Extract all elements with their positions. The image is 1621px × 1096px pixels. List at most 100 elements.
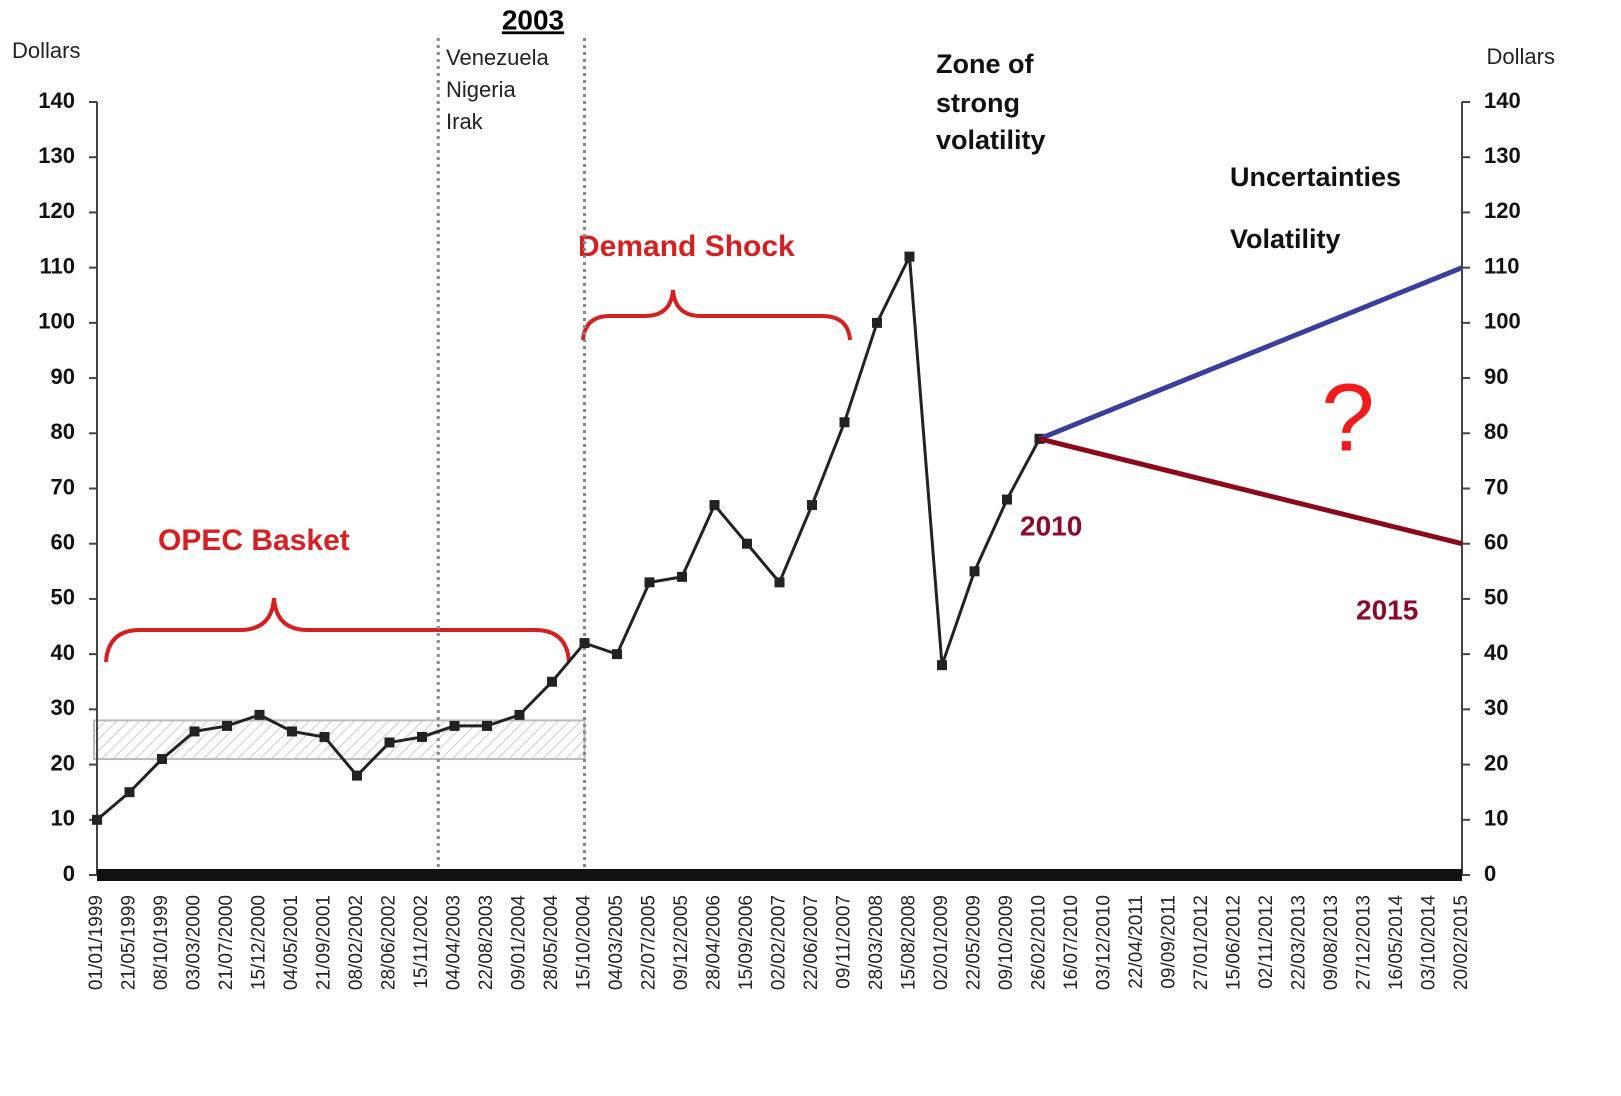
brace: [581, 289, 852, 341]
y2-tick-label: 10: [1484, 806, 1508, 831]
y-tick-label: 70: [51, 474, 75, 499]
point: [384, 737, 395, 748]
point: [482, 720, 492, 731]
x-tick-label: 15/09/2006: [736, 895, 757, 990]
point: [969, 566, 980, 577]
x-tick-label: 28/06/2002: [379, 895, 400, 990]
x-tick-label: 15/08/2008: [899, 895, 920, 990]
x-tick-label: 22/08/2003: [476, 895, 497, 990]
x-tick-label: 08/02/2002: [346, 895, 367, 990]
point: [709, 500, 720, 511]
series-line: [1038, 265, 1463, 442]
y2-tick-label: 70: [1484, 474, 1508, 499]
point: [937, 660, 947, 671]
series-line: [96, 251, 1041, 821]
legend-label: Volatility: [1230, 224, 1341, 254]
x-tick-label: 16/05/2014: [1386, 895, 1407, 991]
legend-label: OPEC Basket: [158, 524, 350, 557]
y2-tick-label: 20: [1484, 750, 1508, 775]
annotation: Irak: [446, 109, 484, 134]
x-tick-label: 15/11/2002: [411, 895, 432, 989]
x-tick-label: 22/05/2009: [964, 895, 985, 990]
point: [774, 577, 785, 588]
x-tick-label: 22/04/2011: [1126, 895, 1147, 989]
annotation: Zone of: [936, 49, 1034, 79]
y-tick-label: 130: [38, 143, 75, 168]
point: [872, 317, 882, 328]
legend-label: Uncertainties: [1230, 162, 1401, 192]
annotation: 2015: [1356, 594, 1418, 625]
x-tick-label: 03/12/2010: [1094, 895, 1115, 990]
x-tick-label: 04/04/2003: [444, 895, 465, 990]
y-tick-label: 20: [51, 750, 75, 775]
point: [222, 720, 232, 731]
annotation: volatility: [936, 125, 1046, 155]
point: [319, 731, 330, 742]
x-tick-label: 22/07/2005: [639, 895, 660, 990]
y2-tick-label: 0: [1484, 861, 1496, 886]
y2-axis-label: Dollars: [1487, 44, 1555, 69]
point: [157, 754, 167, 765]
point: [352, 770, 362, 781]
x-tick-label: 28/05/2004: [541, 895, 562, 991]
y-tick-label: 30: [51, 695, 75, 720]
x-tick-label: 09/01/2004: [509, 895, 530, 991]
y-tick-label: 120: [38, 198, 75, 223]
x-tick-label: 02/11/2012: [1256, 895, 1277, 989]
y-tick-label: 110: [40, 253, 76, 278]
annotation: 2010: [1020, 510, 1082, 541]
y-tick-label: 80: [51, 419, 75, 444]
y-tick-label: 100: [38, 309, 75, 334]
y2-tick-label: 40: [1484, 640, 1508, 665]
x-tick-label: 27/12/2013: [1354, 895, 1375, 990]
y2-tick-label: 80: [1484, 419, 1508, 444]
x-tick-label: 27/01/2012: [1191, 895, 1212, 990]
point: [287, 726, 297, 737]
point: [644, 577, 655, 588]
x-tick-label: 21/07/2000: [216, 895, 237, 990]
series-line: [1038, 436, 1463, 547]
point: [1002, 494, 1012, 505]
point: [449, 720, 460, 731]
y2-tick-label: 120: [1484, 198, 1521, 223]
x-tick-label: 09/08/2013: [1321, 895, 1342, 990]
x-tick-label: 09/09/2011: [1159, 895, 1180, 989]
x-tick-label: 15/12/2000: [249, 895, 270, 990]
x-tick-label: 16/07/2010: [1061, 895, 1082, 990]
y-tick-label: 60: [51, 530, 75, 555]
y2-tick-label: 130: [1484, 143, 1521, 168]
x-tick-label: 28/03/2008: [866, 895, 887, 990]
x-tick-label: 15/06/2012: [1224, 895, 1245, 990]
annotation: ?: [1321, 364, 1374, 471]
y-axis-label: Dollars: [12, 38, 80, 63]
y2-tick-label: 140: [1484, 88, 1521, 113]
y-tick-label: 40: [51, 640, 75, 665]
x-tick-label: 04/05/2001: [281, 895, 302, 990]
x-tick-label: 09/12/2005: [671, 895, 692, 990]
point: [254, 709, 265, 720]
x-tick-label: 09/10/2009: [996, 895, 1017, 990]
y-tick-label: 0: [63, 861, 75, 886]
x-tick-label: 03/10/2014: [1419, 895, 1440, 991]
annotation: Venezuela: [446, 45, 550, 70]
point: [417, 731, 427, 742]
y-tick-label: 10: [51, 806, 75, 831]
x-tick-label: 21/05/1999: [119, 895, 140, 990]
x-tick-label: 26/02/2010: [1029, 895, 1050, 990]
chart-title: 2003: [502, 4, 564, 35]
point: [579, 638, 590, 649]
x-tick-label: 03/03/2000: [184, 895, 205, 990]
y-tick-label: 140: [38, 88, 75, 113]
annotation: Nigeria: [446, 77, 516, 102]
x-tick-label: 15/10/2004: [574, 895, 595, 991]
x-tick-label: 28/04/2006: [704, 895, 725, 990]
x-tick-label: 22/06/2007: [801, 895, 822, 990]
point: [189, 726, 200, 737]
y2-tick-label: 110: [1484, 253, 1520, 278]
annotation: strong: [936, 88, 1020, 118]
x-tick-label: 02/01/2009: [931, 895, 952, 990]
y2-tick-label: 60: [1484, 530, 1508, 555]
x-tick-label: 08/10/1999: [151, 895, 172, 990]
x-tick-label: 21/09/2001: [314, 895, 335, 990]
